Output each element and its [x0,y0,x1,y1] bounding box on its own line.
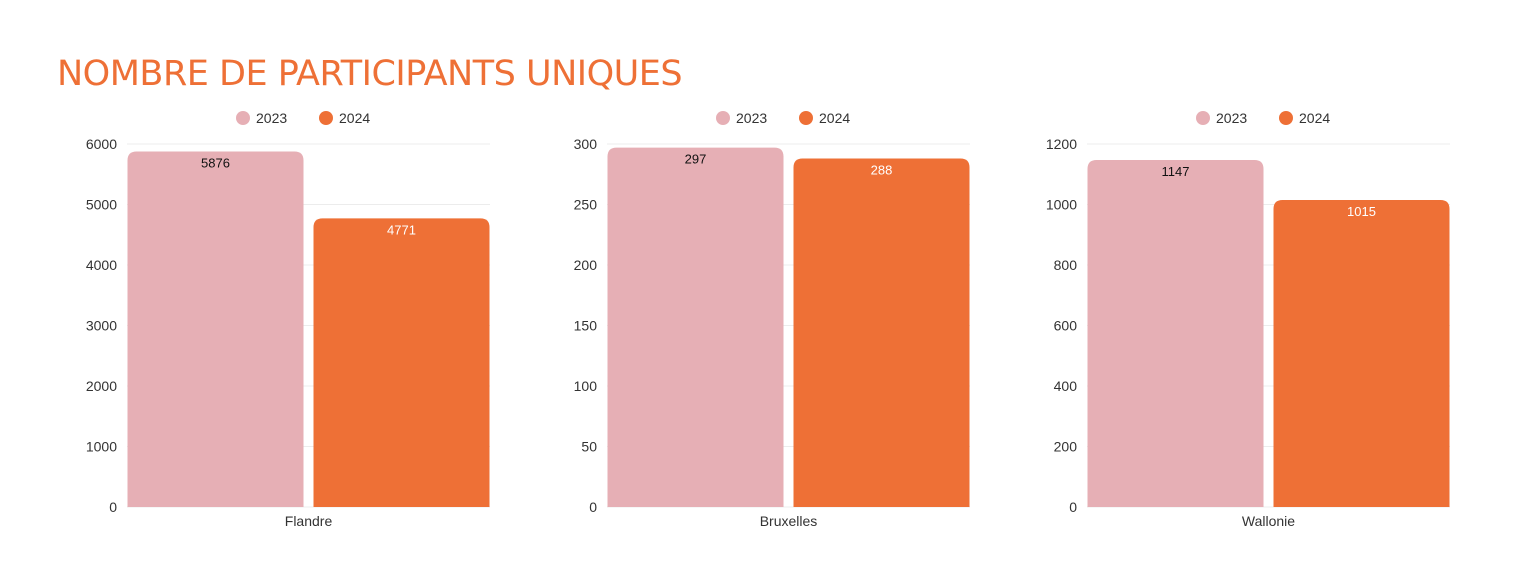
bar-2024 [313,218,490,507]
y-tick-label: 0 [589,499,597,515]
y-tick-label: 4000 [86,257,117,273]
bar-2023 [607,147,784,507]
legend-label-2024: 2024 [339,110,370,126]
y-tick-label: 50 [581,439,597,455]
y-tick-label: 400 [1054,378,1078,394]
chart-svg: 2023 2024 0 200 400 600 800 1000 1200 1147 1015 Wal… [1046,110,1450,529]
y-tick-label: 3000 [86,318,117,334]
bar-2023 [127,151,304,507]
legend-swatch-2023 [236,111,250,125]
page-title: NOMBRE DE PARTICIPANTS UNIQUES [57,54,683,94]
chart-flandre: 2023 2024 0 1000 2000 3000 4000 5000 6000 5876 477… [57,100,517,540]
y-tick-label: 250 [574,197,598,213]
legend-label-2024: 2024 [819,110,850,126]
y-tick-label: 200 [1054,439,1078,455]
bar-2023 [1087,160,1264,507]
data-label-2024: 1015 [1347,204,1376,219]
bar-2024 [1273,199,1450,507]
y-tick-label: 0 [1069,499,1077,515]
chart-svg: 2023 2024 0 1000 2000 3000 4000 5000 6000 5876 477… [86,110,490,529]
y-tick-label: 1000 [86,439,117,455]
legend-label-2023: 2023 [736,110,767,126]
category-label: Bruxelles [760,513,818,529]
y-tick-label: 800 [1054,257,1078,273]
y-tick-label: 100 [574,378,598,394]
bar-2024 [793,158,970,507]
legend-swatch-2024 [319,111,333,125]
legend-label-2023: 2023 [256,110,287,126]
category-label: Wallonie [1242,513,1295,529]
data-label-2023: 297 [685,152,707,167]
legend-swatch-2023 [1196,111,1210,125]
data-label-2023: 5876 [201,156,230,171]
y-tick-label: 1000 [1046,197,1077,213]
y-tick-label: 2000 [86,378,117,394]
legend-swatch-2024 [799,111,813,125]
legend-swatch-2024 [1279,111,1293,125]
data-label-2024: 4771 [387,222,416,237]
y-tick-label: 150 [574,318,598,334]
y-tick-label: 300 [574,136,598,152]
chart-bruxelles: 2023 2024 0 50 100 150 200 250 300 297 288 Bruxelle… [537,100,997,540]
legend-label-2024: 2024 [1299,110,1330,126]
y-tick-label: 6000 [86,136,117,152]
y-tick-label: 0 [109,499,117,515]
y-tick-label: 5000 [86,197,117,213]
y-tick-label: 1200 [1046,136,1077,152]
legend-label-2023: 2023 [1216,110,1247,126]
y-tick-label: 600 [1054,318,1078,334]
chart-svg: 2023 2024 0 50 100 150 200 250 300 297 288 Bruxelle… [574,110,970,529]
category-label: Flandre [285,513,333,529]
legend-swatch-2023 [716,111,730,125]
chart-wallonie: 2023 2024 0 200 400 600 800 1000 1200 1147 1015 Wal… [1017,100,1477,540]
y-tick-label: 200 [574,257,598,273]
data-label-2024: 288 [871,163,893,178]
data-label-2023: 1147 [1162,164,1190,179]
